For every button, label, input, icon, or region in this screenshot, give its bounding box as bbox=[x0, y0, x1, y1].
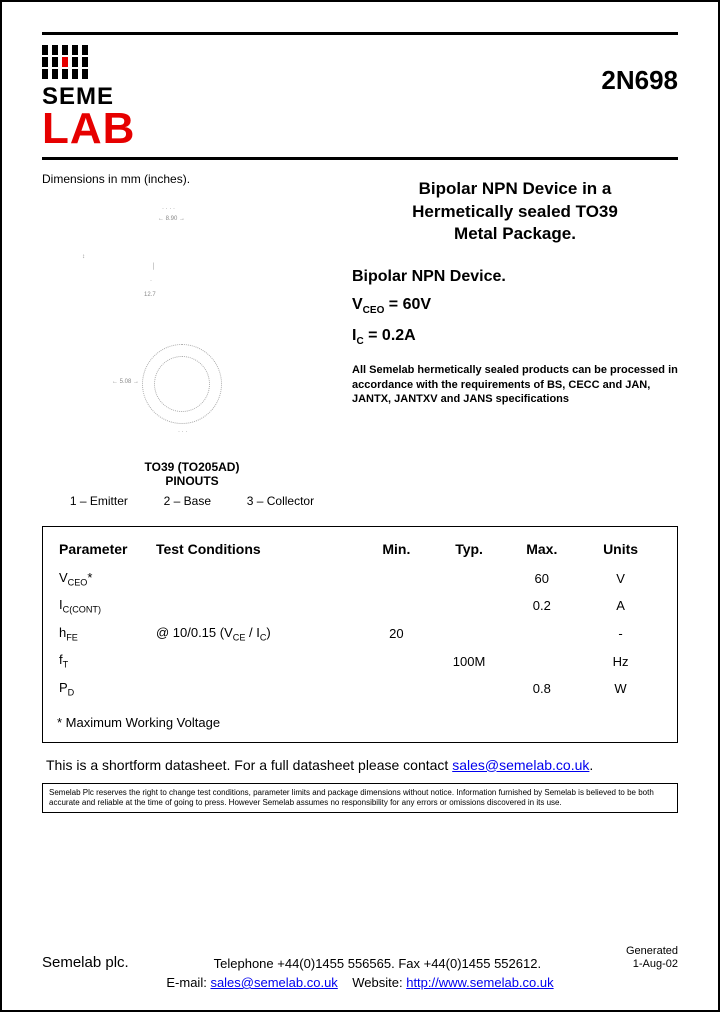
package-subtitle: PINOUTS bbox=[42, 474, 342, 488]
device-title: Bipolar NPN Device in a Hermetically sea… bbox=[352, 178, 678, 247]
footer-email-link[interactable]: sales@semelab.co.uk bbox=[210, 975, 337, 990]
th-units: Units bbox=[578, 537, 663, 565]
pinout-1: 1 – Emitter bbox=[70, 494, 128, 508]
shortform-note: This is a shortform datasheet. For a ful… bbox=[42, 757, 678, 773]
table-row: fT100MHz bbox=[57, 647, 663, 675]
table-row: IC(CONT)0.2A bbox=[57, 592, 663, 620]
package-column: Dimensions in mm (inches). · · · · ← 8.9… bbox=[42, 172, 342, 508]
ic-spec: IC = 0.2A bbox=[352, 327, 678, 347]
th-parameter: Parameter bbox=[57, 537, 154, 565]
logo: SEME LAB bbox=[42, 45, 135, 149]
dimensions-label: Dimensions in mm (inches). bbox=[42, 172, 342, 186]
logo-bars-icon bbox=[42, 45, 88, 79]
th-typ: Typ. bbox=[433, 537, 506, 565]
th-min: Min. bbox=[360, 537, 433, 565]
th-conditions: Test Conditions bbox=[154, 537, 360, 565]
footer-contact: Telephone +44(0)1455 556565. Fax +44(0)1… bbox=[214, 956, 541, 971]
footer-generated: Generated 1-Aug-02 bbox=[626, 945, 678, 971]
device-column: Bipolar NPN Device in a Hermetically sea… bbox=[352, 172, 678, 508]
footer: Semelab plc. Telephone +44(0)1455 556565… bbox=[42, 927, 678, 990]
table-note: * Maximum Working Voltage bbox=[57, 715, 663, 730]
parameter-table: Parameter Test Conditions Min. Typ. Max.… bbox=[42, 526, 678, 743]
footer-website-link[interactable]: http://www.semelab.co.uk bbox=[406, 975, 553, 990]
pinouts-list: 1 – Emitter 2 – Base 3 – Collector bbox=[42, 494, 342, 508]
disclaimer: Semelab Plc reserves the right to change… bbox=[42, 783, 678, 813]
table-row: PD0.8W bbox=[57, 675, 663, 703]
table-row: VCEO*60V bbox=[57, 565, 663, 593]
footer-company: Semelab plc. bbox=[42, 954, 129, 971]
part-number: 2N698 bbox=[601, 65, 678, 96]
shortform-email-link[interactable]: sales@semelab.co.uk bbox=[452, 757, 589, 773]
th-max: Max. bbox=[505, 537, 578, 565]
pinout-2: 2 – Base bbox=[164, 494, 211, 508]
logo-text-lab: LAB bbox=[42, 109, 135, 149]
device-subtitle: Bipolar NPN Device. bbox=[352, 268, 678, 286]
table-row: hFE@ 10/0.15 (VCE / IC)20- bbox=[57, 620, 663, 648]
package-title: TO39 (TO205AD) bbox=[42, 460, 342, 474]
package-drawing: · · · · ← 8.90 → ↕ │ · 12.7 ← 5.08 → · ·… bbox=[42, 194, 342, 454]
header: SEME LAB 2N698 bbox=[42, 45, 678, 149]
vceo-spec: VCEO = 60V bbox=[352, 296, 678, 316]
pinout-3: 3 – Collector bbox=[247, 494, 314, 508]
compliance-text: All Semelab hermetically sealed products… bbox=[352, 363, 678, 408]
